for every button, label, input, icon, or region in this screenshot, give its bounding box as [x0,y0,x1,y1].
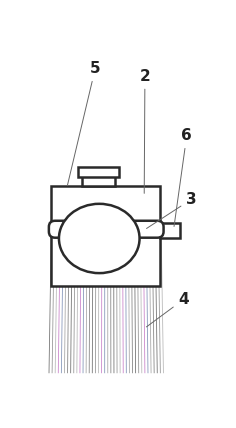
Text: 4: 4 [146,292,189,327]
Bar [78,167,119,177]
Text: 3: 3 [147,192,197,229]
Text: 5: 5 [67,61,101,186]
Bar [51,186,160,286]
Bar [160,223,180,238]
Text: 2: 2 [139,68,150,193]
Bar [82,176,115,186]
Text: 6: 6 [174,128,192,226]
Ellipse shape [59,204,139,273]
FancyBboxPatch shape [49,221,164,238]
